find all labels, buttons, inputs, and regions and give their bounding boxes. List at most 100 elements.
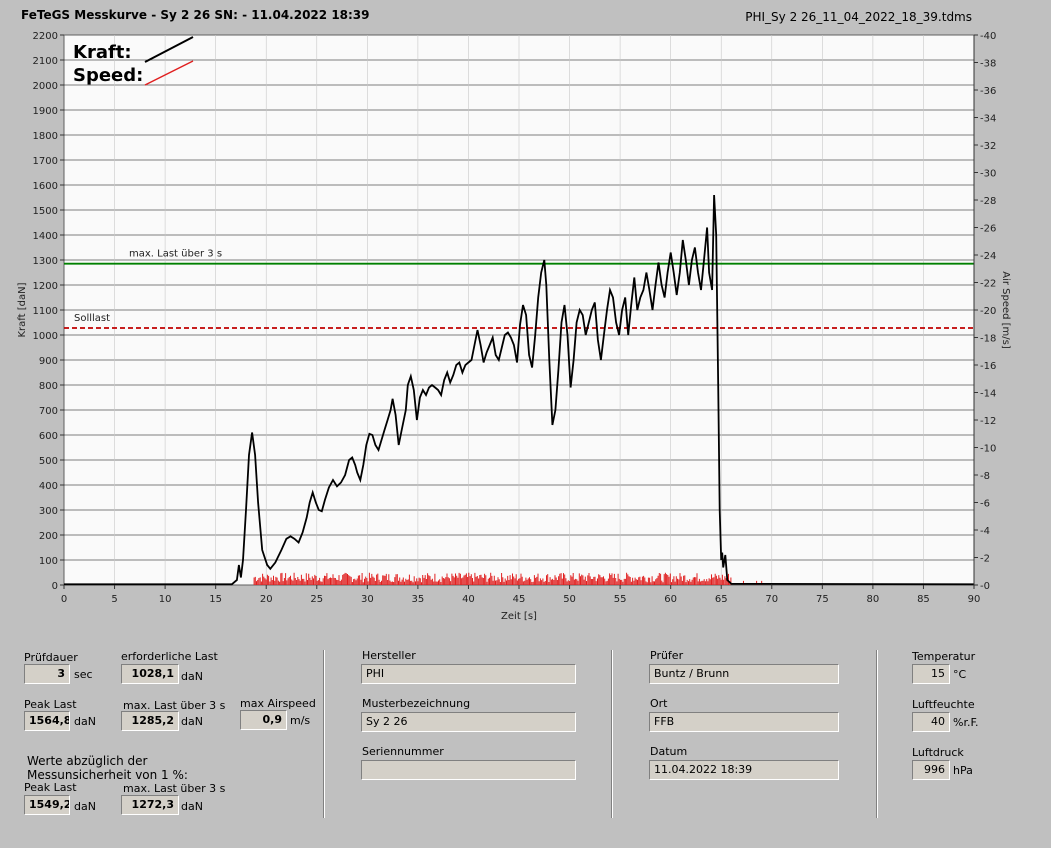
peak-last2-unit: daN bbox=[74, 800, 96, 813]
y2-axis-label: Air Speed [m/s] bbox=[1000, 271, 1011, 349]
x-tick-label: 30 bbox=[361, 594, 374, 605]
x-tick-label: 65 bbox=[715, 594, 728, 605]
y2-tick-label: -38 bbox=[980, 59, 996, 70]
y2-tick-label: -24 bbox=[980, 251, 996, 262]
y-tick-label: 1900 bbox=[33, 106, 58, 117]
y2-tick-label: -14 bbox=[980, 389, 996, 400]
temperatur-unit: °C bbox=[953, 668, 967, 681]
peak-last-label: Peak Last bbox=[24, 698, 77, 711]
x-tick-label: 70 bbox=[765, 594, 778, 605]
x-tick-label: 50 bbox=[563, 594, 576, 605]
y2-tick-label: -20 bbox=[980, 306, 996, 317]
max-airspeed-value: 0,9 bbox=[240, 710, 287, 730]
y2-tick-label: -12 bbox=[980, 416, 996, 427]
y-tick-label: 1700 bbox=[33, 156, 58, 167]
y2-tick-label: -16 bbox=[980, 361, 996, 372]
peak-last-unit: daN bbox=[74, 715, 96, 728]
y2-tick-label: -2 bbox=[980, 554, 990, 565]
hersteller-field[interactable]: PHI bbox=[361, 664, 576, 684]
uncertainty-note-line1: Werte abzüglich der bbox=[27, 754, 148, 768]
x-tick-label: 25 bbox=[310, 594, 323, 605]
max-last2-value: 1272,3 bbox=[121, 795, 179, 815]
datum-label: Datum bbox=[650, 745, 688, 758]
temperatur-value: 15 bbox=[912, 664, 950, 684]
max-last2-label: max. Last über 3 s bbox=[123, 782, 226, 795]
x-tick-label: 35 bbox=[412, 594, 425, 605]
y-tick-label: 100 bbox=[39, 556, 58, 567]
y2-tick-label: -10 bbox=[980, 444, 996, 455]
separator bbox=[611, 650, 613, 818]
x-tick-label: 85 bbox=[917, 594, 930, 605]
y2-tick-label: -18 bbox=[980, 334, 996, 345]
y2-tick-label: -36 bbox=[980, 86, 996, 97]
x-tick-label: 10 bbox=[159, 594, 172, 605]
luftdruck-unit: hPa bbox=[953, 764, 973, 777]
y2-tick-label: -32 bbox=[980, 141, 996, 152]
y-tick-label: 2200 bbox=[33, 31, 58, 42]
y-tick-label: 1600 bbox=[33, 181, 58, 192]
y-tick-label: 0 bbox=[52, 581, 58, 592]
luftfeuchte-label: Luftfeuchte bbox=[912, 698, 975, 711]
peak-last2-value: 1549,2 bbox=[24, 795, 70, 815]
y2-tick-label: -34 bbox=[980, 114, 996, 125]
pruefer-field[interactable]: Buntz / Brunn bbox=[649, 664, 839, 684]
series-speed-line bbox=[253, 572, 732, 585]
peak-last-value: 1564,8 bbox=[24, 711, 70, 731]
muster-label: Musterbezeichnung bbox=[362, 697, 471, 710]
pruefdauer-label: Prüfdauer bbox=[24, 651, 78, 664]
datum-field[interactable]: 11.04.2022 18:39 bbox=[649, 760, 839, 780]
reference-line-label: max. Last über 3 s bbox=[129, 249, 222, 260]
y-tick-label: 1300 bbox=[33, 256, 58, 267]
y-tick-label: 1100 bbox=[33, 306, 58, 317]
x-tick-label: 0 bbox=[61, 594, 67, 605]
ort-field[interactable]: FFB bbox=[649, 712, 839, 732]
y-tick-label: 1000 bbox=[33, 331, 58, 342]
y2-tick-label: -22 bbox=[980, 279, 996, 290]
x-tick-label: 55 bbox=[614, 594, 627, 605]
y2-tick-label: -30 bbox=[980, 169, 996, 180]
legend-label-kraft: Kraft: bbox=[73, 42, 132, 63]
x-axis-label: Zeit [s] bbox=[501, 611, 537, 622]
y-tick-label: 2000 bbox=[33, 81, 58, 92]
y-tick-label: 2100 bbox=[33, 56, 58, 67]
reference-line-label: Solllast bbox=[74, 313, 110, 324]
pruefdauer-value: 3 bbox=[24, 664, 70, 684]
ort-label: Ort bbox=[650, 697, 668, 710]
luftdruck-label: Luftdruck bbox=[912, 746, 964, 759]
separator bbox=[876, 650, 878, 818]
luftdruck-value: 996 bbox=[912, 760, 950, 780]
y2-tick-label: -28 bbox=[980, 196, 996, 207]
luftfeuchte-value: 40 bbox=[912, 712, 950, 732]
peak-last2-label: Peak Last bbox=[24, 781, 77, 794]
pruefer-label: Prüfer bbox=[650, 649, 684, 662]
y-tick-label: 700 bbox=[39, 406, 58, 417]
legend-label-speed: Speed: bbox=[73, 65, 143, 86]
y-tick-label: 1400 bbox=[33, 231, 58, 242]
uncertainty-note-line2: Messunsicherheit von 1 %: bbox=[27, 768, 188, 782]
muster-field[interactable]: Sy 2 26 bbox=[361, 712, 576, 732]
x-tick-label: 90 bbox=[968, 594, 981, 605]
x-tick-label: 60 bbox=[664, 594, 677, 605]
x-tick-label: 5 bbox=[111, 594, 117, 605]
y-tick-label: 1800 bbox=[33, 131, 58, 142]
y2-tick-label: -8 bbox=[980, 471, 990, 482]
max-airspeed-label: max Airspeed bbox=[240, 697, 316, 710]
y-tick-label: 1200 bbox=[33, 281, 58, 292]
max-last-label: max. Last über 3 s bbox=[123, 699, 226, 712]
y-tick-label: 400 bbox=[39, 481, 58, 492]
y-tick-label: 300 bbox=[39, 506, 58, 517]
file-name: PHI_Sy 2 26_11_04_2022_18_39.tdms bbox=[745, 10, 972, 24]
y-tick-label: 600 bbox=[39, 431, 58, 442]
hersteller-label: Hersteller bbox=[362, 649, 416, 662]
max-last-value: 1285,2 bbox=[121, 711, 179, 731]
y-tick-label: 500 bbox=[39, 456, 58, 467]
x-tick-label: 80 bbox=[867, 594, 880, 605]
erf-last-unit: daN bbox=[181, 670, 203, 683]
x-tick-label: 15 bbox=[209, 594, 222, 605]
x-tick-label: 45 bbox=[513, 594, 526, 605]
temperatur-label: Temperatur bbox=[912, 650, 976, 663]
serien-field[interactable] bbox=[361, 760, 576, 780]
serien-label: Seriennummer bbox=[362, 745, 444, 758]
max-last2-unit: daN bbox=[181, 800, 203, 813]
y-tick-label: 200 bbox=[39, 531, 58, 542]
